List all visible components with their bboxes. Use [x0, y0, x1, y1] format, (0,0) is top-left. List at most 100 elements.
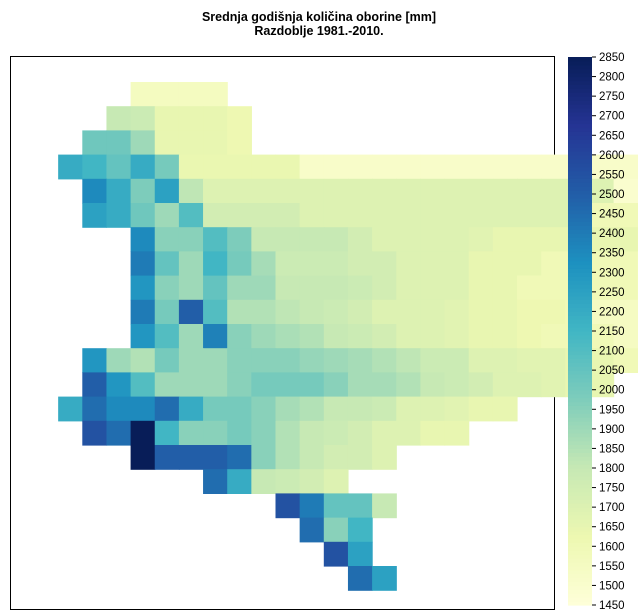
- colorbar-tick-label: 2800: [599, 72, 625, 84]
- grid-cell: [444, 299, 470, 325]
- colorbar-segment: [568, 60, 592, 66]
- colorbar-segment: [568, 338, 592, 344]
- grid-cell: [589, 275, 615, 301]
- grid-cell: [154, 445, 180, 470]
- grid-cell: [347, 493, 373, 519]
- grid-cell: [58, 396, 83, 422]
- grid-cell: [251, 445, 277, 470]
- grid-cell: [227, 275, 252, 301]
- grid-cell: [323, 493, 349, 519]
- grid-cell: [323, 372, 349, 398]
- grid-cell: [299, 251, 325, 277]
- grid-cell: [323, 324, 349, 349]
- colorbar-segment: [568, 221, 592, 226]
- colorbar-segment: [568, 201, 592, 207]
- grid-cell: [589, 227, 615, 252]
- colorbar-segment: [568, 76, 592, 82]
- grid-cell: [372, 203, 397, 228]
- colorbar-segment: [568, 585, 592, 590]
- colorbar-segment: [568, 491, 592, 496]
- grid-cell: [444, 154, 470, 180]
- colorbar-segment: [568, 280, 592, 285]
- grid-cell: [106, 178, 132, 204]
- grid-cell: [492, 348, 518, 373]
- colorbar-tick-label: 1600: [599, 541, 625, 553]
- grid-cell: [130, 154, 156, 180]
- grid-cell: [178, 396, 204, 422]
- grid-cell: [589, 348, 615, 373]
- grid-cell: [275, 251, 301, 277]
- colorbar-segment: [568, 272, 592, 277]
- grid-cell: [275, 178, 301, 204]
- grid-cell: [372, 493, 397, 519]
- grid-cell: [420, 203, 446, 228]
- grid-cell: [130, 445, 156, 470]
- grid-cell: [106, 203, 132, 228]
- grid-cell: [251, 372, 277, 398]
- grid-cell: [227, 154, 252, 180]
- grid-cell: [396, 203, 421, 228]
- grid-cell: [613, 324, 638, 349]
- grid-cell: [347, 517, 373, 543]
- grid-cell: [275, 324, 301, 349]
- grid-cell: [613, 227, 638, 252]
- colorbar-segment: [568, 350, 592, 356]
- grid-cell: [130, 372, 156, 398]
- colorbar-segment: [568, 460, 592, 465]
- colorbar-segment: [568, 72, 592, 78]
- grid-cell: [420, 372, 446, 398]
- grid-cell: [492, 299, 518, 325]
- grid-cell: [372, 154, 397, 180]
- colorbar-segment: [568, 92, 592, 97]
- grid-cell: [347, 275, 373, 301]
- grid-cell: [178, 275, 204, 301]
- grid-cell: [203, 275, 228, 301]
- grid-cell: [275, 493, 301, 519]
- grid-cell: [323, 469, 349, 494]
- colorbar-segment: [568, 534, 592, 540]
- colorbar-segment: [568, 233, 592, 238]
- grid-cell: [420, 227, 446, 252]
- raster-cells: [58, 82, 638, 591]
- grid-cell: [154, 203, 180, 228]
- colorbar-segment: [568, 303, 592, 309]
- grid-cell: [106, 106, 132, 131]
- colorbar-segment: [568, 471, 592, 477]
- grid-cell: [589, 299, 615, 325]
- colorbar-segment: [568, 244, 592, 250]
- grid-cell: [203, 106, 228, 131]
- grid-cell: [299, 517, 325, 543]
- grid-cell: [444, 178, 470, 204]
- grid-cell: [203, 251, 228, 277]
- grid-cell: [492, 227, 518, 252]
- grid-cell: [178, 445, 204, 470]
- grid-cell: [492, 324, 518, 349]
- grid-cell: [323, 154, 349, 180]
- colorbar-segment: [568, 319, 592, 324]
- grid-cell: [323, 178, 349, 204]
- grid-cell: [82, 203, 108, 228]
- grid-cell: [178, 227, 204, 252]
- colorbar-segment: [568, 346, 592, 352]
- colorbar-tick-label: 1700: [599, 502, 625, 514]
- grid-cell: [154, 130, 180, 156]
- grid-cell: [251, 396, 277, 422]
- colorbar-segment: [568, 522, 592, 528]
- grid-cell: [178, 130, 204, 156]
- grid-cell: [492, 251, 518, 277]
- colorbar-tick-label: 1950: [599, 404, 625, 416]
- grid-cell: [541, 227, 566, 252]
- colorbar-segment: [568, 115, 592, 121]
- grid-cell: [154, 251, 180, 277]
- colorbar-segment: [568, 166, 592, 172]
- colorbar-segment: [568, 237, 592, 242]
- grid-cell: [613, 275, 638, 301]
- colorbar-segment: [568, 276, 592, 281]
- grid-cell: [178, 154, 204, 180]
- grid-cell: [154, 396, 180, 422]
- grid-cell: [420, 178, 446, 204]
- grid-cell: [275, 348, 301, 373]
- colorbar-segment: [568, 323, 592, 328]
- grid-cell: [396, 275, 421, 301]
- grid-cell: [106, 154, 132, 180]
